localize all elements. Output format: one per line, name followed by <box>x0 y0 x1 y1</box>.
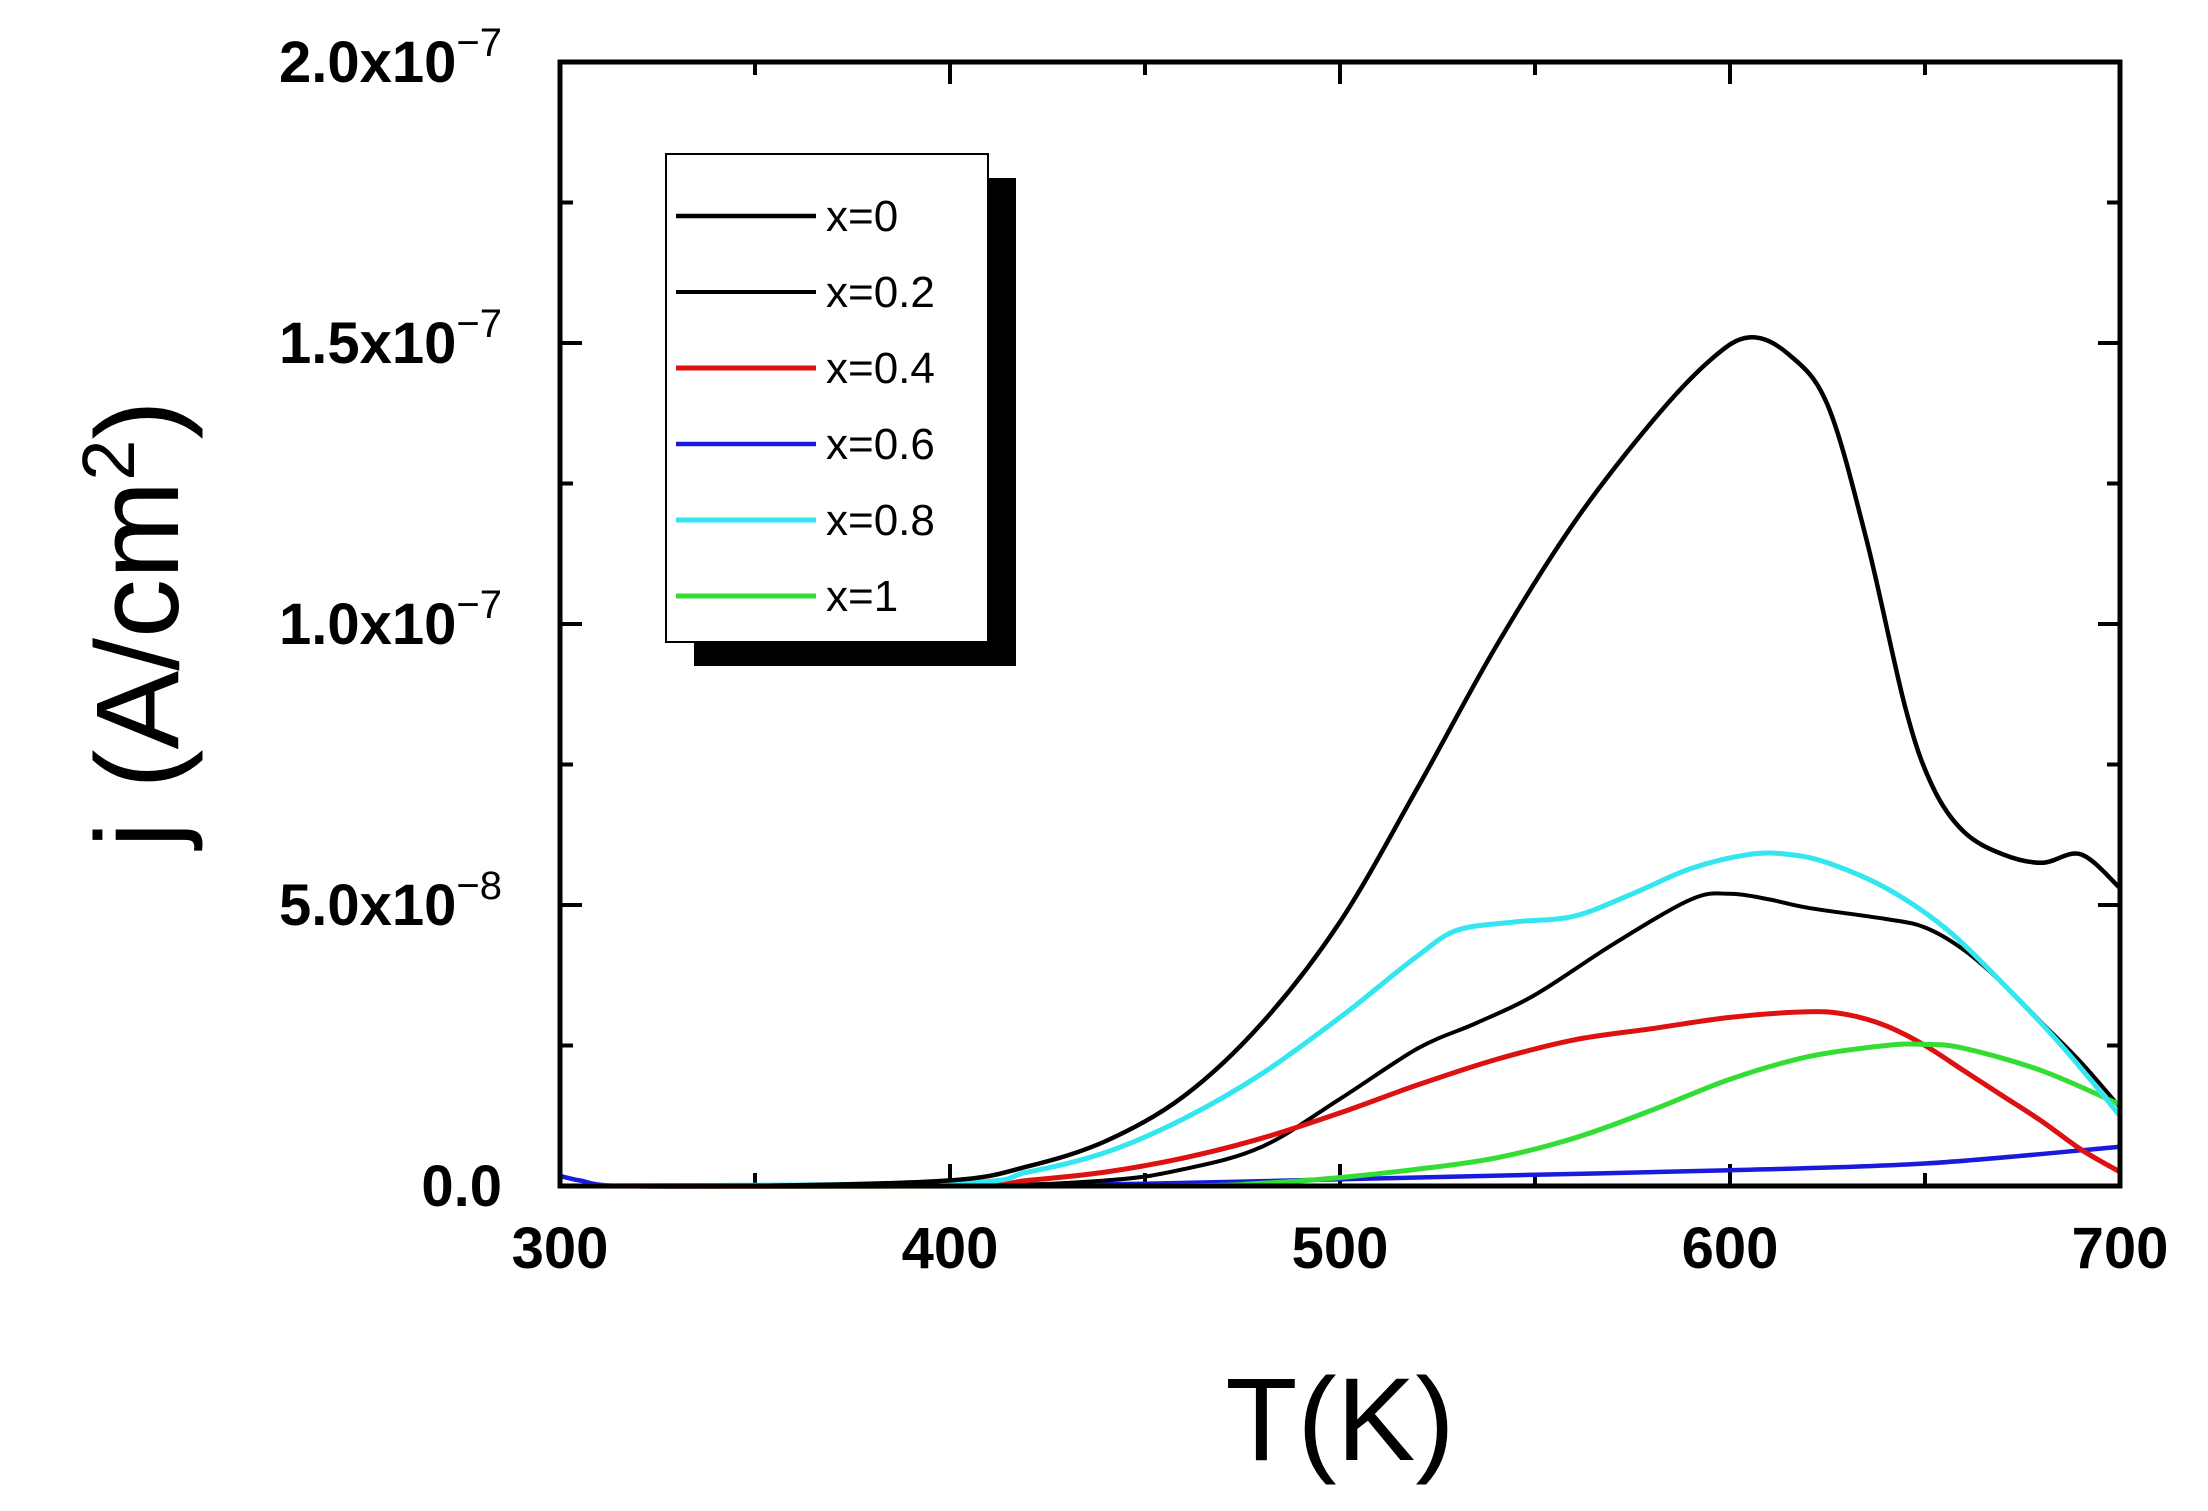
x-axis-title: T(K) <box>1225 1354 1454 1486</box>
series-line-x=0.2 <box>558 891 2122 1189</box>
series-line-x=0 <box>557 335 2123 1189</box>
x-tick-label: 400 <box>902 1216 999 1281</box>
plot-frame <box>557 59 2123 1189</box>
legend: x=0 x=0.2 x=0.4 x=0.6 x=0.8 x=1 <box>665 153 1016 666</box>
y-axis-title-close: ) <box>72 400 204 439</box>
y-tick-label: 0.0 <box>421 1154 502 1219</box>
x-tick-labels: 300 400 500 600 700 <box>512 1216 2169 1281</box>
legend-label-x=0.2: x=0.2 <box>826 268 935 317</box>
series-line-x=0.8 <box>557 850 2123 1189</box>
y-tick-label: 2.0x10−7 <box>279 21 502 95</box>
legend-label-x=1: x=1 <box>826 572 898 621</box>
y-tick-label: 5.0x10−8 <box>279 864 502 938</box>
x-tick-label: 500 <box>1292 1216 1389 1281</box>
y-axis-title-main: j (A/cm <box>72 481 204 851</box>
x-tick-label: 700 <box>2072 1216 2169 1281</box>
y-tick-label: 1.0x10−7 <box>279 583 502 657</box>
legend-label-x=0.8: x=0.8 <box>826 496 935 545</box>
legend-label-x=0.4: x=0.4 <box>826 344 935 393</box>
x-tick-label: 600 <box>1682 1216 1779 1281</box>
legend-box <box>665 153 989 643</box>
y-tick-label: 1.5x10−7 <box>279 302 502 376</box>
legend-label-x=0.6: x=0.6 <box>826 420 935 469</box>
x-tick-label: 300 <box>512 1216 609 1281</box>
y-axis-title: j (A/cm2) <box>67 400 204 851</box>
series-line-x=0.4 <box>557 1009 2123 1189</box>
y-tick-labels: 0.0 5.0x10−8 1.0x10−7 1.5x10−7 2.0x10−7 <box>279 21 502 1219</box>
y-axis-title-sup: 2 <box>67 440 150 481</box>
legend-label-x=0: x=0 <box>826 192 898 241</box>
